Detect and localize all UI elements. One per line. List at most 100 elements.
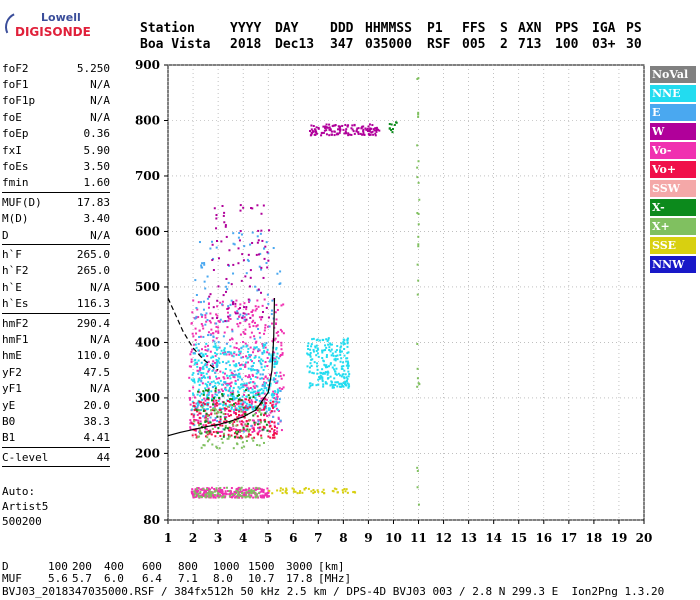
data-point [255, 406, 258, 409]
data-point [346, 342, 349, 345]
data-point [248, 487, 251, 490]
data-point [276, 427, 279, 430]
param-value: 3.40 [83, 212, 111, 226]
data-point [268, 407, 271, 410]
data-point [196, 362, 199, 365]
data-point [194, 339, 197, 342]
data-point [240, 279, 243, 282]
data-point [232, 242, 235, 245]
data-point [209, 416, 212, 419]
data-point [234, 491, 237, 494]
data-point [230, 394, 233, 397]
data-point [273, 425, 276, 428]
data-point [229, 492, 232, 495]
data-point [191, 311, 194, 314]
data-point [308, 382, 311, 385]
data-point [195, 402, 198, 405]
data-point [327, 376, 330, 379]
data-point [332, 383, 335, 386]
data-point [321, 372, 324, 375]
data-point [273, 366, 276, 369]
data-point [267, 379, 270, 382]
data-point [245, 435, 248, 438]
data-point [296, 492, 299, 495]
data-point [249, 381, 252, 384]
data-point [248, 381, 251, 384]
data-point [344, 490, 347, 493]
data-point [200, 315, 203, 318]
data-point [263, 349, 266, 352]
data-point [214, 417, 217, 420]
data-point [345, 128, 348, 131]
data-point [277, 340, 280, 343]
data-point [236, 443, 239, 446]
data-point [245, 387, 248, 390]
legend-vo: Vo- [650, 142, 696, 159]
data-point [206, 275, 209, 278]
data-point [229, 435, 232, 438]
data-point [223, 486, 226, 489]
data-point [210, 493, 213, 496]
data-point [223, 381, 226, 384]
data-point [234, 407, 237, 410]
data-point [344, 130, 347, 133]
data-point [275, 397, 278, 400]
data-point [222, 428, 225, 431]
data-point [265, 407, 268, 410]
data-point [227, 394, 230, 397]
data-point [239, 405, 242, 408]
data-point [350, 127, 353, 130]
data-point [226, 427, 229, 430]
data-point [239, 383, 242, 386]
data-point [359, 132, 362, 135]
data-point [260, 366, 263, 369]
data-point [243, 407, 246, 410]
data-point [239, 397, 242, 400]
data-point [243, 445, 246, 448]
param-row: D N/A [2, 227, 110, 243]
data-point [335, 488, 338, 491]
data-point [268, 353, 271, 356]
data-point [330, 133, 333, 136]
data-point [318, 339, 321, 342]
data-point [235, 432, 238, 435]
data-point [198, 423, 201, 426]
data-point [197, 380, 200, 383]
data-point [218, 257, 221, 260]
data-point [326, 340, 329, 343]
data-point [267, 384, 270, 387]
data-point [272, 430, 275, 433]
data-point [202, 353, 205, 356]
data-point [275, 396, 278, 399]
data-point [263, 494, 266, 497]
param-row: yF1 N/A [2, 380, 110, 396]
data-point [324, 382, 327, 385]
data-point [265, 494, 268, 497]
data-point [204, 496, 207, 499]
data-point [229, 338, 232, 341]
data-point [239, 313, 242, 316]
data-point [242, 489, 245, 492]
data-point [196, 494, 199, 497]
data-point [191, 488, 194, 491]
data-point [229, 318, 232, 321]
data-point [258, 360, 261, 363]
data-point [239, 321, 242, 324]
data-point [333, 364, 336, 367]
data-point [322, 131, 325, 134]
header-label-8: AXN [518, 21, 542, 36]
data-point [339, 128, 342, 131]
data-point [292, 490, 295, 493]
data-point [195, 406, 198, 409]
data-point [221, 407, 224, 410]
data-point [240, 356, 243, 359]
data-point [224, 320, 227, 323]
data-point [234, 311, 237, 314]
data-point [231, 404, 234, 407]
data-point [201, 355, 204, 358]
data-point [222, 335, 225, 338]
data-point [199, 431, 202, 434]
data-point [196, 410, 199, 413]
data-point [204, 287, 207, 290]
